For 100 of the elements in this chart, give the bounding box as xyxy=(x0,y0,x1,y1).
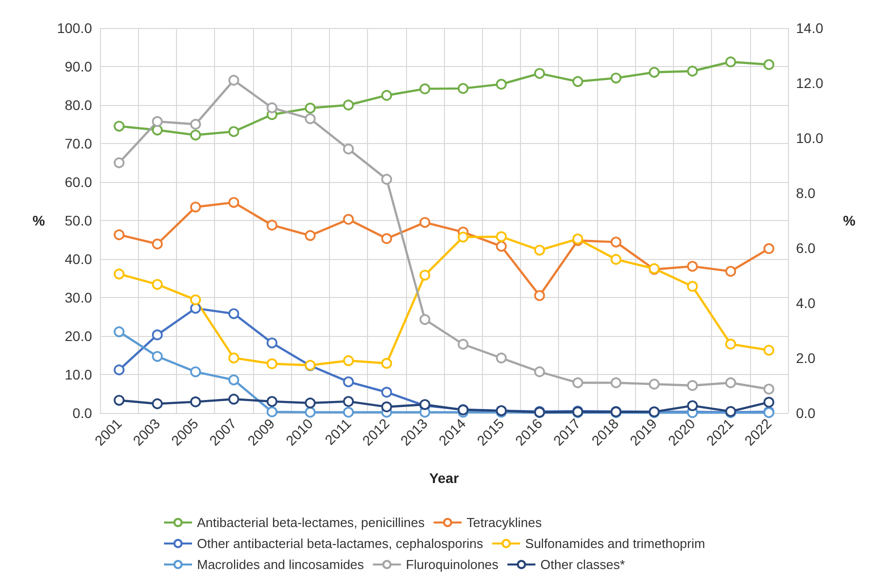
point xyxy=(725,338,736,350)
y-tick-label: 30.0 xyxy=(64,290,92,306)
point xyxy=(381,386,392,398)
point xyxy=(381,401,392,412)
y-tick-label: 50.0 xyxy=(64,212,92,228)
point xyxy=(610,236,622,248)
point xyxy=(572,76,584,87)
point xyxy=(114,326,125,338)
y-tick-label: 40.0 xyxy=(64,251,92,267)
point xyxy=(764,344,774,356)
point xyxy=(687,380,698,391)
point xyxy=(266,358,278,370)
point xyxy=(343,406,354,418)
legend-label: Tetracyklines xyxy=(466,515,542,530)
point xyxy=(534,68,545,79)
point xyxy=(764,384,774,394)
legend-label: Macrolides and lincosamides xyxy=(197,557,364,572)
y2-tick-label: 6.0 xyxy=(796,240,816,256)
legend-label: Fluroquinolones xyxy=(406,557,499,572)
x-axis-title: Year xyxy=(429,470,460,486)
point xyxy=(381,90,392,101)
point xyxy=(304,230,316,241)
point xyxy=(152,116,163,127)
point xyxy=(764,243,774,254)
point xyxy=(343,376,354,388)
point xyxy=(190,302,201,314)
point xyxy=(304,398,316,408)
y-tick-label: 90.0 xyxy=(64,58,92,74)
point xyxy=(190,202,201,212)
y-tick-label: 100.0 xyxy=(56,20,92,36)
point xyxy=(420,217,430,228)
point xyxy=(152,124,163,136)
point xyxy=(381,174,392,185)
point xyxy=(266,220,278,231)
point xyxy=(152,279,163,290)
point xyxy=(343,396,354,407)
point xyxy=(190,294,201,306)
point xyxy=(610,254,622,265)
point xyxy=(114,157,125,168)
point xyxy=(266,406,278,418)
point xyxy=(687,280,698,292)
point xyxy=(458,338,469,350)
y-tick-label: 60.0 xyxy=(64,174,92,190)
point xyxy=(764,396,774,408)
point xyxy=(496,240,507,252)
point xyxy=(152,351,163,362)
y2-tick-label: 8.0 xyxy=(796,185,816,201)
point xyxy=(534,290,545,301)
point xyxy=(114,268,125,280)
point xyxy=(687,260,698,272)
y-tick-label: 10.0 xyxy=(64,366,92,382)
point xyxy=(304,113,316,124)
legend-label: Other classes* xyxy=(540,557,625,572)
point xyxy=(114,394,125,406)
y2-tick-label: 2.0 xyxy=(796,350,816,366)
point xyxy=(458,232,469,242)
point xyxy=(343,144,354,154)
point xyxy=(496,352,507,364)
point xyxy=(190,396,201,408)
y2-tick-label: 12.0 xyxy=(796,75,824,91)
point xyxy=(381,358,392,369)
point xyxy=(687,66,698,77)
point xyxy=(266,396,278,407)
point xyxy=(304,102,316,114)
point xyxy=(648,378,660,390)
legend-label: Other antibacterial beta-lactames, cephalosporins xyxy=(197,536,484,551)
y-tick-label: 0.0 xyxy=(72,405,92,421)
y-tick-label: 20.0 xyxy=(64,328,92,344)
point xyxy=(343,355,354,366)
point xyxy=(687,400,698,412)
point xyxy=(381,233,392,244)
point xyxy=(343,214,354,225)
point xyxy=(190,118,201,130)
point xyxy=(725,56,736,68)
point xyxy=(228,126,240,137)
point xyxy=(228,394,240,405)
point xyxy=(190,366,201,378)
point xyxy=(152,329,163,340)
point xyxy=(610,72,622,84)
point xyxy=(190,130,201,140)
legend-label: Antibacterial beta-lectames, penicillines xyxy=(197,515,426,530)
point xyxy=(228,352,240,364)
point xyxy=(266,102,278,114)
point xyxy=(725,377,736,388)
y2-tick-label: 0.0 xyxy=(796,405,816,421)
point xyxy=(266,338,278,348)
point xyxy=(343,100,354,110)
point xyxy=(420,83,430,94)
point xyxy=(572,377,584,388)
point xyxy=(648,66,660,78)
y-axis-title: % xyxy=(32,212,46,228)
point xyxy=(420,314,430,325)
point xyxy=(610,377,622,388)
point xyxy=(764,59,774,70)
y2-tick-label: 14.0 xyxy=(796,20,824,36)
point xyxy=(114,120,125,132)
legend-label: Sulfonamides and trimethoprim xyxy=(525,536,706,551)
y-tick-label: 70.0 xyxy=(64,136,92,152)
point xyxy=(458,83,469,94)
point xyxy=(725,266,736,277)
